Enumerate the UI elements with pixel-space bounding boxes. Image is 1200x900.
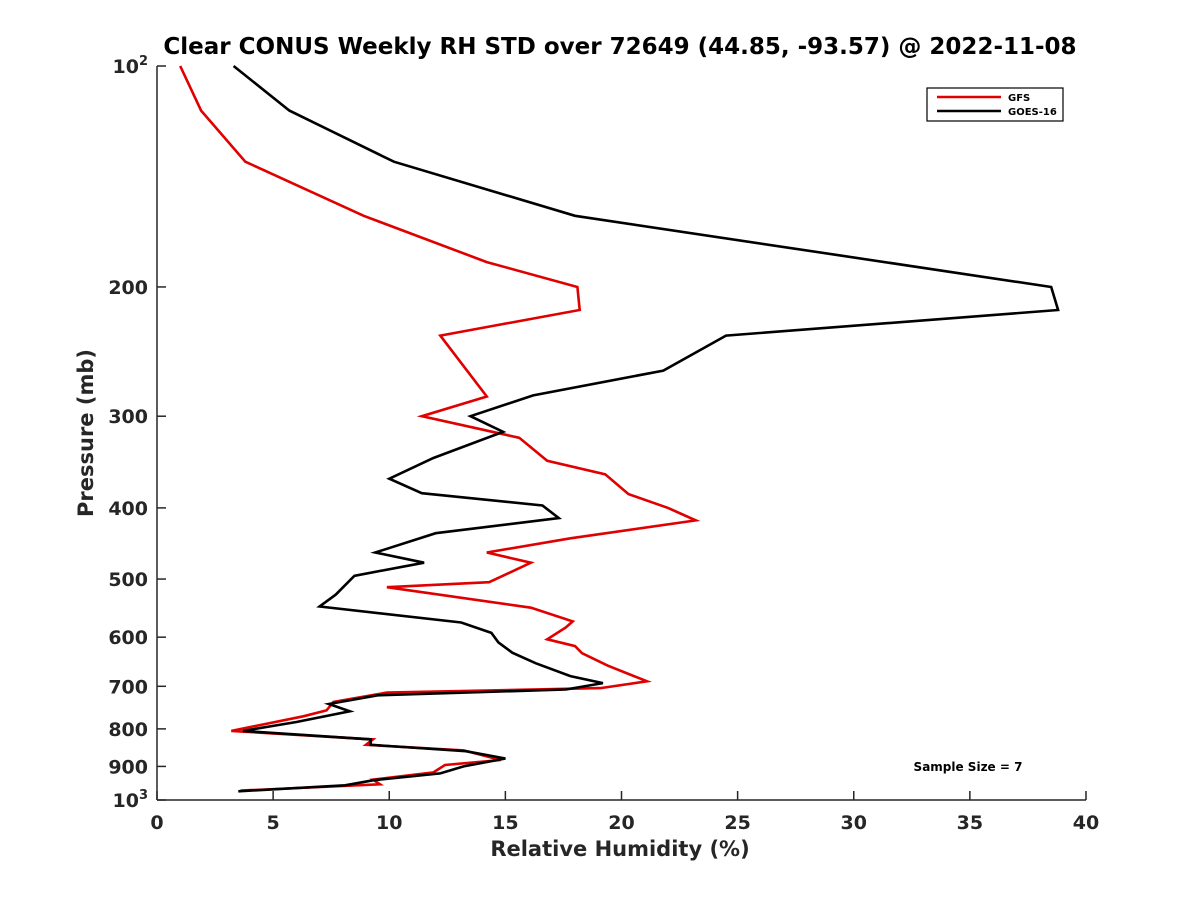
x-tick-label: 20: [608, 812, 634, 834]
x-tick-label: 10: [376, 812, 402, 834]
legend-box: [926, 87, 1064, 122]
y-tick-label: 700: [108, 676, 148, 698]
x-axis-label: Relative Humidity (%): [490, 837, 749, 861]
y-tick-label: 400: [108, 498, 148, 520]
series-lines: [179, 64, 1060, 793]
legend: GFS GOES-16: [926, 87, 1064, 122]
series-line-gfs: [179, 65, 701, 792]
y-axis-label: Pressure (mb): [74, 349, 98, 517]
y-tick-label: 600: [108, 627, 148, 649]
x-tick-label: 0: [150, 812, 163, 834]
y-tick-label: 300: [108, 406, 148, 428]
y-axis-ticks: 102 200 300 400 500 600 700 800 900 103: [108, 54, 166, 812]
y-tick-label: 500: [108, 569, 148, 591]
x-tick-label: 30: [841, 812, 867, 834]
x-tick-label: 25: [724, 812, 750, 834]
series-line-goes16: [232, 64, 1060, 793]
x-tick-label: 35: [957, 812, 983, 834]
legend-label-gfs: GFS: [1008, 93, 1030, 104]
legend-label-goes16: GOES-16: [1008, 107, 1057, 118]
x-tick-label: 5: [267, 812, 280, 834]
y-tick-label: 800: [108, 719, 148, 741]
x-tick-label: 15: [492, 812, 518, 834]
x-axis-ticks: 0 5 10 15 20 25 30 35 40: [150, 791, 1099, 834]
y-tick-label: 900: [108, 756, 148, 778]
y-tick-label: 103: [113, 788, 149, 812]
y-tick-label: 102: [113, 54, 149, 78]
plot-area: [157, 66, 1086, 800]
chart-title: Clear CONUS Weekly RH STD over 72649 (44…: [163, 34, 1076, 60]
y-tick-label: 200: [108, 277, 148, 299]
sample-size-annotation: Sample Size = 7: [914, 760, 1023, 774]
x-tick-label: 40: [1073, 812, 1099, 834]
